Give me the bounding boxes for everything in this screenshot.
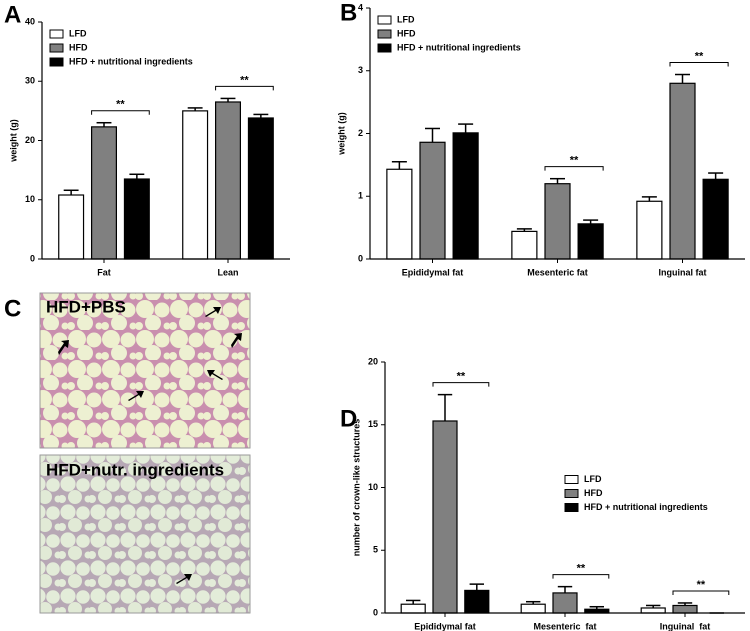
significance-bracket xyxy=(672,590,730,595)
bar xyxy=(464,589,490,614)
bar xyxy=(636,200,663,260)
chart: B 0 1 2 3 4 weight (g) Epididymal fat Mesenteric… xyxy=(336,0,745,277)
legend-label: HFD + nutritional ingredients xyxy=(69,56,193,66)
legend-label: LFD xyxy=(69,28,87,38)
significance-bracket xyxy=(432,382,490,387)
bar xyxy=(419,141,446,260)
y-tick-label: 4 xyxy=(358,2,363,12)
histology-image xyxy=(39,292,251,449)
panel-letter: D xyxy=(340,405,357,432)
bar xyxy=(672,604,698,614)
y-tick-label: 20 xyxy=(368,356,378,366)
bar xyxy=(215,101,242,260)
bar xyxy=(520,603,546,614)
legend-swatch xyxy=(49,43,64,53)
y-axis-label: number of crown-like structures xyxy=(351,419,361,557)
bar xyxy=(669,82,696,260)
legend-swatch xyxy=(49,57,64,67)
significance-label: ** xyxy=(240,74,249,86)
y-tick-label: 40 xyxy=(25,16,35,26)
x-tick-label: Mesenteric fat xyxy=(527,267,588,277)
y-tick-label: 0 xyxy=(30,253,35,263)
y-tick-label: 2 xyxy=(358,128,363,138)
legend-swatch xyxy=(564,503,579,512)
legend-swatch xyxy=(377,29,392,39)
legend-label: HFD xyxy=(397,28,416,38)
legend-swatch xyxy=(49,29,64,39)
y-axis-label: weight (g) xyxy=(8,119,18,163)
histology-image xyxy=(39,454,251,614)
arrows xyxy=(58,307,242,584)
x-tick-label: Inguinal fat xyxy=(660,621,711,631)
panel-c: HFD+PBS HFD+nutr. ingredients C xyxy=(4,292,251,614)
x-tick-label: Epididymal fat xyxy=(414,621,476,631)
bar xyxy=(182,110,209,260)
significance-bracket xyxy=(215,85,274,91)
bar xyxy=(400,603,426,614)
x-tick-label: Fat xyxy=(97,267,111,277)
y-tick-label: 30 xyxy=(25,76,35,86)
legend-label: LFD xyxy=(584,474,602,484)
significance-bracket xyxy=(544,166,604,171)
x-tick-label: Inguinal fat xyxy=(659,267,707,277)
significance-label: ** xyxy=(577,563,586,575)
y-tick-label: 20 xyxy=(25,135,35,145)
y-axis-label: weight (g) xyxy=(336,112,346,156)
chart: D 0 5 10 15 20 number of crown-like structures… xyxy=(340,356,745,631)
bar xyxy=(386,168,413,260)
significance-label: ** xyxy=(697,579,706,591)
bar xyxy=(123,178,150,260)
legend-swatch xyxy=(564,489,579,498)
legend-label: LFD xyxy=(397,14,415,24)
significance-label: ** xyxy=(570,155,579,167)
y-tick-label: 3 xyxy=(358,65,363,75)
bar xyxy=(552,592,578,614)
significance-label: ** xyxy=(695,50,704,62)
legend-swatch xyxy=(564,475,579,484)
y-tick-label: 10 xyxy=(25,194,35,204)
y-tick-label: 10 xyxy=(368,482,378,492)
legend-label: HFD + nutritional ingredients xyxy=(397,42,521,52)
significance-bracket xyxy=(91,110,150,115)
bar xyxy=(90,126,117,260)
chart: A 0 10 20 30 40 weight (g) Fat Lean ** ** LFD HFD HFD… xyxy=(4,1,290,277)
significance-bracket xyxy=(552,574,610,579)
legend-label: HFD xyxy=(69,42,88,52)
bar xyxy=(58,194,85,260)
legend-swatch xyxy=(377,15,392,25)
y-tick-label: 5 xyxy=(373,545,378,555)
bar xyxy=(452,132,479,260)
significance-label: ** xyxy=(457,371,466,383)
bar xyxy=(577,223,604,260)
legend-swatch xyxy=(377,43,392,53)
legend-label: HFD + nutritional ingredients xyxy=(584,502,708,512)
x-tick-label: Mesenteric fat xyxy=(533,621,596,631)
panel-letter: C xyxy=(4,295,21,322)
bar xyxy=(702,178,729,260)
bar xyxy=(544,183,571,260)
significance-bracket xyxy=(669,62,729,67)
x-tick-label: Lean xyxy=(217,267,238,277)
panel-letter: A xyxy=(4,1,21,28)
y-tick-label: 0 xyxy=(358,253,363,263)
panel-letter: B xyxy=(340,0,357,26)
image-label: HFD+PBS xyxy=(46,297,126,316)
legend-label: HFD xyxy=(584,488,603,498)
bar xyxy=(640,607,666,614)
bar xyxy=(432,420,458,614)
x-tick-label: Epididymal fat xyxy=(402,267,464,277)
y-tick-label: 0 xyxy=(373,607,378,617)
significance-label: ** xyxy=(116,99,125,111)
y-tick-label: 1 xyxy=(358,191,363,201)
bar xyxy=(511,230,538,260)
y-tick-label: 15 xyxy=(368,419,378,429)
bar xyxy=(247,117,274,260)
image-label: HFD+nutr. ingredients xyxy=(46,460,224,479)
